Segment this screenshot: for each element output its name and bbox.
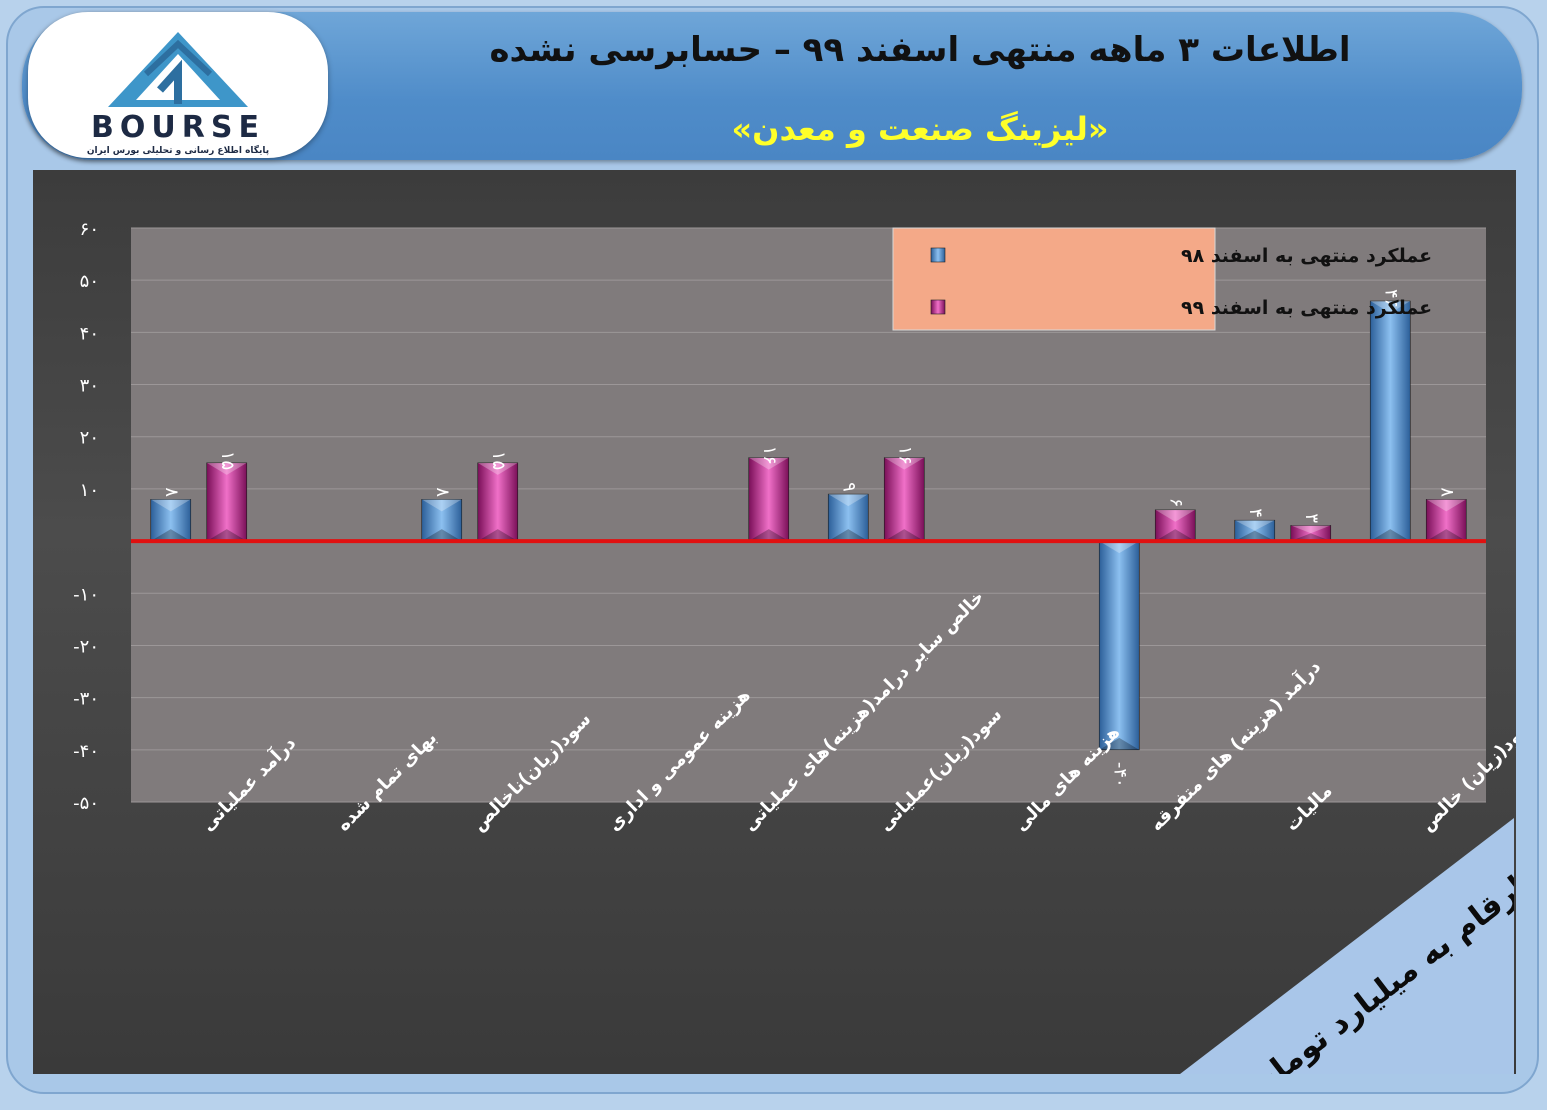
bar-series1 bbox=[1234, 519, 1276, 542]
y-tick-label: -۳۰ bbox=[73, 689, 99, 710]
y-tick-label: ۶۰ bbox=[80, 219, 99, 240]
y-tick-label: -۱۰ bbox=[73, 584, 99, 605]
y-tick-label: -۲۰ bbox=[73, 636, 99, 657]
logo-tagline: پایگاه اطلاع رسانی و تحلیلی بورس ایران bbox=[86, 146, 270, 156]
legend-label-1: عملکرد منتهی به اسفند ۹۸ bbox=[1181, 245, 1432, 267]
data-label: ۶ bbox=[1165, 498, 1186, 508]
y-tick-label: -۴۰ bbox=[73, 741, 99, 762]
legend-swatch-1 bbox=[930, 247, 946, 263]
bar-series2 bbox=[1154, 509, 1196, 542]
bourse-logo: BOURSE پایگاه اطلاع رسانی و تحلیلی بورس … bbox=[28, 12, 328, 158]
data-label: ۱۶ bbox=[894, 446, 915, 465]
legend-box bbox=[892, 227, 1216, 331]
y-tick-label: ۳۰ bbox=[80, 376, 99, 397]
data-label: ۸ bbox=[1436, 487, 1457, 497]
data-label: ۸ bbox=[432, 487, 453, 497]
bar-series2 bbox=[883, 457, 925, 542]
legend-label-2: عملکرد منتهی به اسفند ۹۹ bbox=[1181, 297, 1432, 319]
bar-series2 bbox=[748, 457, 790, 542]
data-label: ۴ bbox=[1245, 508, 1266, 518]
y-tick-label: ۵۰ bbox=[80, 271, 99, 292]
data-label: ۸ bbox=[161, 487, 182, 497]
data-label: ۱۵ bbox=[488, 451, 509, 470]
bar-series2 bbox=[206, 462, 248, 542]
logo-mark-icon bbox=[108, 32, 248, 107]
y-tick-label: ۱۰ bbox=[80, 480, 99, 501]
data-label: -۴۰ bbox=[1109, 762, 1130, 788]
plot-area bbox=[131, 228, 1486, 802]
y-tick-label: ۲۰ bbox=[80, 428, 99, 449]
data-label: ۹ bbox=[838, 482, 859, 492]
bar-series1 bbox=[1098, 540, 1140, 751]
logo-name: BOURSE bbox=[91, 110, 265, 145]
page-title: اطلاعات ۳ ماهه منتهی اسفند ۹۹ – حسابرسی … bbox=[489, 30, 1351, 70]
chart-panel: ۶۰ ۵۰ ۴۰ ۳۰ ۲۰ ۱۰ -۱۰ -۲۰ -۳۰ -۴۰ -۵۰ ۸ ۸ ۹ -۴۰ ۴ ۴۶ ۱۵ ۱۵… bbox=[33, 170, 1516, 1074]
bar-series2 bbox=[1425, 499, 1467, 542]
bar-series1 bbox=[1369, 300, 1411, 542]
y-tick-label: ۴۰ bbox=[80, 323, 99, 344]
data-label: ۱۵ bbox=[217, 451, 238, 470]
bar-series2 bbox=[1290, 525, 1332, 542]
data-label: ۳ bbox=[1301, 513, 1322, 523]
bar-series1 bbox=[421, 499, 463, 542]
data-label: ۴۶ bbox=[1380, 289, 1401, 308]
bar-series1 bbox=[827, 493, 869, 542]
data-label: ۱۶ bbox=[759, 446, 780, 465]
bar-chart: ۶۰ ۵۰ ۴۰ ۳۰ ۲۰ ۱۰ -۱۰ -۲۰ -۳۰ -۴۰ -۵۰ ۸ ۸ ۹ -۴۰ ۴ ۴۶ ۱۵ ۱۵… bbox=[73, 219, 1516, 836]
y-tick-label: -۵۰ bbox=[73, 793, 99, 814]
company-name: «لیزینگ صنعت و معدن» bbox=[731, 110, 1109, 148]
bar-series1 bbox=[150, 499, 192, 542]
bar-series2 bbox=[477, 462, 519, 542]
legend-swatch-2 bbox=[930, 299, 946, 315]
